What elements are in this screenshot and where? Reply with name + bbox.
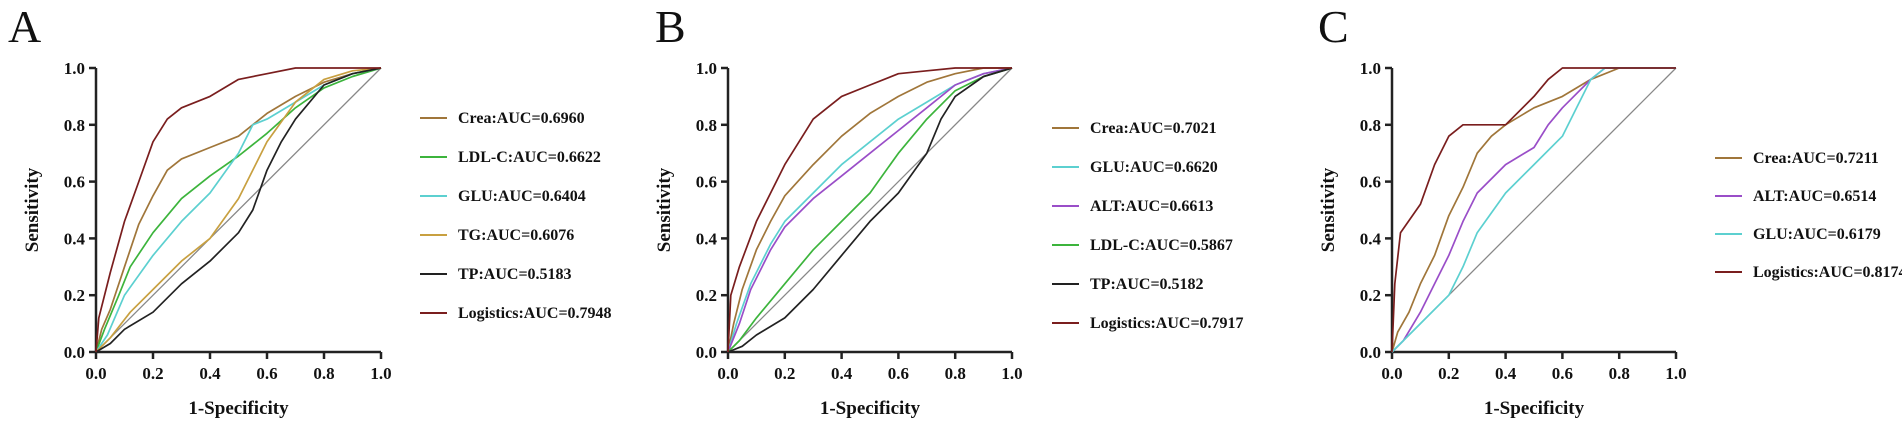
roc-curve — [95, 67, 382, 353]
x-axis-title: 1-Specificity — [820, 398, 921, 419]
reference-diagonal — [727, 67, 1013, 353]
panel-a: A 0.0 0.2 0.4 0.6 0.8 1.0 0.0 0.2 0.4 0.6 0.8 1.0 1-S… — [8, 1, 612, 419]
y-tick-label: 0.4 — [696, 229, 718, 248]
x-tick-label: 0.2 — [1438, 364, 1459, 383]
x-tick-label: 0.2 — [774, 364, 795, 383]
roc-curve — [95, 67, 382, 353]
y-tick-label: 0.8 — [64, 116, 85, 135]
legend-label: Logistics:AUC=0.8174 — [1753, 264, 1902, 281]
y-tick-label: 0.8 — [696, 116, 717, 135]
roc-curve — [95, 67, 382, 353]
legend-label: LDL-C:AUC=0.5867 — [1090, 237, 1233, 254]
legend-label: GLU:AUC=0.6404 — [458, 188, 586, 205]
panel-c: C 0.0 0.2 0.4 0.6 0.8 1.0 0.0 0.2 0.4 0.6 0.8 1.0 1-S… — [1318, 1, 1902, 419]
roc-curve — [727, 67, 1013, 353]
y-axis-title: Sensitivity — [654, 167, 675, 252]
y-tick-label: 1.0 — [1360, 59, 1381, 78]
x-tick-label: 1.0 — [1665, 364, 1686, 383]
y-axis-title: Sensitivity — [22, 167, 43, 252]
x-tick-label: 1.0 — [1001, 364, 1022, 383]
legend-label: TP:AUC=0.5183 — [458, 266, 572, 283]
roc-curve — [1391, 67, 1676, 353]
panel-letter: A — [8, 1, 41, 52]
y-tick-label: 0.4 — [1360, 229, 1382, 248]
y-tick-label: 0.0 — [64, 343, 85, 362]
x-tick-label: 0.0 — [1381, 364, 1402, 383]
panel-letter: C — [1318, 1, 1349, 52]
x-tick-label: 0.8 — [313, 364, 334, 383]
y-tick-label: 0.0 — [696, 343, 717, 362]
roc-curve — [1391, 67, 1676, 353]
roc-curve — [727, 67, 1012, 353]
legend-label: LDL-C:AUC=0.6622 — [458, 149, 601, 166]
x-tick-label: 0.0 — [85, 364, 106, 383]
y-tick-label: 1.0 — [696, 59, 717, 78]
x-tick-label: 0.6 — [1552, 364, 1573, 383]
panel-b: B 0.0 0.2 0.4 0.6 0.8 1.0 0.0 0.2 0.4 0.6 0.8 1.0 1-S… — [654, 1, 1244, 419]
legend-label: TG:AUC=0.6076 — [458, 227, 574, 244]
legend-label: ALT:AUC=0.6514 — [1753, 188, 1876, 205]
legend-label: TP:AUC=0.5182 — [1090, 276, 1204, 293]
y-tick-label: 0.0 — [1360, 343, 1381, 362]
y-tick-label: 0.8 — [1360, 116, 1381, 135]
reference-diagonal — [95, 67, 382, 353]
legend-label: GLU:AUC=0.6179 — [1753, 226, 1881, 243]
y-tick-label: 0.6 — [64, 173, 85, 192]
y-tick-label: 0.6 — [1360, 173, 1381, 192]
x-axis-title: 1-Specificity — [1484, 398, 1585, 419]
y-tick-label: 0.6 — [696, 173, 717, 192]
x-tick-label: 0.4 — [199, 364, 221, 383]
legend-label: GLU:AUC=0.6620 — [1090, 159, 1218, 176]
x-tick-label: 0.6 — [256, 364, 277, 383]
x-tick-label: 0.4 — [831, 364, 853, 383]
x-tick-label: 0.2 — [142, 364, 163, 383]
roc-curve — [727, 67, 1013, 353]
roc-curve — [1391, 67, 1676, 353]
roc-curve — [727, 67, 1013, 353]
x-tick-label: 0.0 — [717, 364, 738, 383]
legend-label: Logistics:AUC=0.7948 — [458, 305, 612, 322]
x-tick-label: 1.0 — [370, 364, 391, 383]
roc-curve — [95, 67, 381, 353]
legend-label: ALT:AUC=0.6613 — [1090, 198, 1213, 215]
x-tick-label: 0.8 — [945, 364, 966, 383]
roc-curve — [1391, 67, 1676, 353]
y-tick-label: 0.4 — [64, 229, 86, 248]
x-axis-title: 1-Specificity — [188, 398, 289, 419]
roc-curve — [727, 67, 1012, 353]
legend-label: Crea:AUC=0.7211 — [1753, 150, 1879, 167]
legend-label: Crea:AUC=0.7021 — [1090, 120, 1217, 137]
y-tick-label: 0.2 — [696, 286, 717, 305]
x-tick-label: 0.6 — [888, 364, 909, 383]
panel-letter: B — [655, 1, 686, 52]
y-tick-label: 1.0 — [64, 59, 85, 78]
y-tick-label: 0.2 — [1360, 286, 1381, 305]
legend-label: Crea:AUC=0.6960 — [458, 110, 585, 127]
x-tick-label: 0.4 — [1495, 364, 1517, 383]
y-axis-title: Sensitivity — [1318, 167, 1339, 252]
x-tick-label: 0.8 — [1609, 364, 1630, 383]
y-tick-label: 0.2 — [64, 286, 85, 305]
legend-label: Logistics:AUC=0.7917 — [1090, 315, 1244, 332]
